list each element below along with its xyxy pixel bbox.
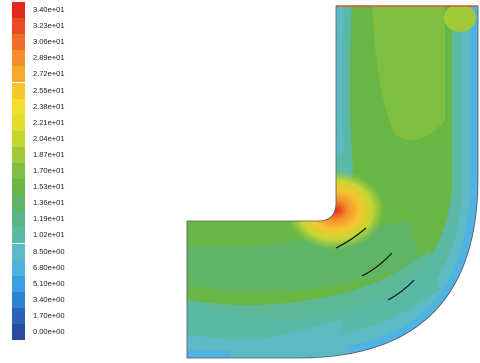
legend-swatch	[12, 34, 25, 51]
legend-label: 8.50e+00	[33, 246, 65, 256]
legend-label: 1.53e+01	[33, 182, 65, 192]
legend-label: 3.40e+00	[33, 294, 65, 304]
elbow-outline	[186, 5, 479, 359]
legend-label: 2.72e+01	[33, 69, 65, 79]
legend-label: 2.38e+01	[33, 101, 65, 111]
contour-fill	[187, 6, 478, 358]
legend-swatch	[12, 291, 25, 308]
legend-swatch	[12, 2, 25, 18]
streak-line	[335, 227, 367, 249]
legend-label: 2.04e+01	[33, 133, 65, 143]
legend-swatch	[12, 195, 25, 212]
legend-swatch	[12, 82, 25, 99]
legend-label: 3.40e+01	[33, 5, 65, 14]
streak-line	[361, 252, 393, 277]
legend-swatch	[12, 130, 25, 147]
color-legend: 3.40e+01 3.23e+01 3.06e+01 2.89e+01 2.72e+01…	[0, 0, 150, 363]
legend-label: 1.19e+01	[33, 214, 65, 224]
elbow-contour-plot	[186, 5, 479, 359]
legend-swatch	[12, 243, 25, 260]
legend-label: 3.23e+01	[33, 21, 65, 31]
streak-line	[387, 279, 415, 301]
legend-swatch	[12, 307, 25, 324]
legend-swatch	[12, 211, 25, 228]
legend-swatch	[12, 50, 25, 67]
legend-swatch	[12, 66, 25, 83]
legend-swatch	[12, 275, 25, 292]
legend-swatch	[12, 227, 25, 244]
legend-swatch	[12, 259, 25, 276]
legend-label: 2.89e+01	[33, 53, 65, 63]
legend-label: 1.02e+01	[33, 230, 65, 240]
legend-swatch	[12, 324, 25, 340]
legend-label: 1.36e+01	[33, 198, 65, 208]
legend-swatch	[12, 18, 25, 35]
legend-swatch	[12, 146, 25, 163]
legend-label: 5.10e+00	[33, 278, 65, 288]
legend-label: 1.70e+00	[33, 310, 65, 320]
legend-swatch	[12, 114, 25, 131]
legend-label: 0.00e+00	[33, 327, 65, 336]
legend-label: 3.06e+01	[33, 37, 65, 47]
legend-label: 1.87e+01	[33, 149, 65, 159]
legend-label: 2.55e+01	[33, 85, 65, 95]
legend-label: 6.80e+00	[33, 262, 65, 272]
legend-swatch	[12, 163, 25, 179]
legend-swatch	[12, 98, 25, 115]
legend-swatch	[12, 179, 25, 196]
legend-label: 1.70e+01	[33, 166, 65, 175]
legend-label: 2.21e+01	[33, 117, 65, 127]
